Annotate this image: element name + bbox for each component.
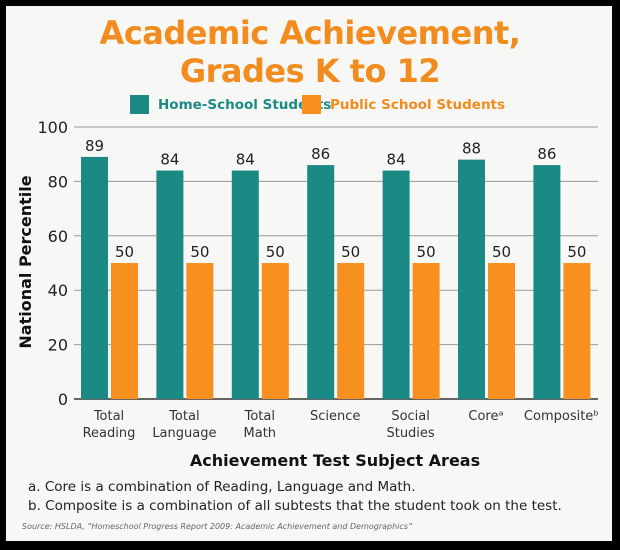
x-axis-title: Achievement Test Subject Areas [190,451,480,470]
bar-public [111,263,138,399]
source-note: Source: HSLDA, “Homeschool Progress Repo… [22,522,413,531]
x-tick-label: Math [244,426,277,441]
data-label: 84 [387,151,406,169]
y-axis-title: National Percentile [16,175,35,348]
bar-home [231,170,259,399]
bar-home [156,170,184,399]
legend-public-school: Public School Students [302,95,505,114]
legend-home-school: Home-School Students [130,95,331,114]
x-tick-label: Reading [83,426,136,441]
data-label: 89 [85,137,104,155]
data-label: 50 [341,243,360,261]
data-label: 86 [537,145,556,163]
data-label: 50 [492,243,511,261]
chart-subtitle: Grades K to 12 [179,52,441,90]
bar-public [186,263,214,399]
legend-swatch-public [302,95,321,114]
bar-public [412,263,440,399]
footnote-b: b. Composite is a combination of all sub… [28,498,562,514]
x-tick-label: Total [93,409,124,424]
bar-public [563,263,591,399]
bar-public [488,263,515,399]
x-tick-label: Studies [386,426,434,441]
data-label: 50 [115,243,134,261]
x-tick-label: Coreᵃ [468,409,503,424]
legend-swatch-home [130,95,149,114]
x-tick-label: Science [310,409,360,424]
bar-home [81,156,108,399]
legend-label-public: Public School Students [330,96,506,113]
data-label: 50 [266,243,285,261]
bar-home [458,159,485,399]
data-label: 88 [462,140,481,158]
x-tick-label: Compositeᵇ [524,409,599,424]
data-label: 84 [236,151,255,169]
y-tick-label: 80 [48,172,68,191]
data-label: 50 [567,243,586,261]
x-tick-label: Total [244,409,275,424]
data-label: 84 [160,151,179,169]
y-tick-label: 20 [48,336,68,355]
bar-home [307,165,335,399]
y-tick-label: 40 [48,281,68,300]
bar-home [382,170,410,399]
y-tick-label: 60 [48,227,68,246]
data-label: 50 [417,243,436,261]
x-tick-label: Language [152,426,216,441]
legend-label-home: Home-School Students [158,96,332,113]
bar-public [261,263,289,399]
data-label: 50 [190,243,209,261]
bar-home [533,165,561,399]
x-tick-label: Social [391,409,430,424]
y-tick-label: 0 [58,390,68,409]
y-tick-label: 100 [37,118,68,137]
chart-title: Academic Achievement, [99,14,521,52]
bar-public [337,263,365,399]
x-tick-label: Total [168,409,199,424]
data-label: 86 [311,145,330,163]
footnote-a: a. Core is a combination of Reading, Lan… [28,479,416,495]
